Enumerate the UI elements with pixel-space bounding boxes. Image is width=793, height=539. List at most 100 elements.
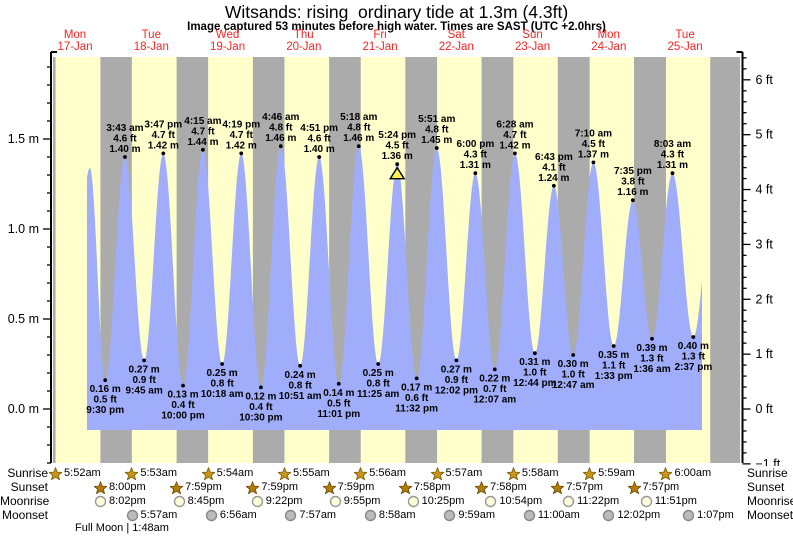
high-tide-label: 6:43 pm 4.1 ft 1.24 m xyxy=(535,152,573,184)
moonrise-moon-icon xyxy=(640,495,653,507)
moonrise-row-label-left: Moonrise xyxy=(0,494,50,508)
tide-event-dot xyxy=(473,171,478,176)
moonrise-time: 11:22pm xyxy=(577,495,620,507)
tide-event-dot xyxy=(103,378,108,383)
low-tide-label: 0.12 m 0.4 ft 10:30 pm xyxy=(239,391,282,423)
sunset-star-icon xyxy=(551,480,565,494)
high-tide-label: 6:28 am 4.7 ft 1.42 m xyxy=(496,119,533,151)
sunrise-entry: 5:53am xyxy=(125,466,177,480)
moonset-entry: 5:57am xyxy=(126,508,178,522)
sunrise-entry: 5:55am xyxy=(277,466,330,480)
sunset-entry: 7:57pm xyxy=(627,480,679,494)
sunrise-entry: 5:57am xyxy=(430,466,483,480)
low-tide-label: 0.17 m 0.6 ft 11:32 pm xyxy=(395,382,438,414)
high-tide-label: 3:47 pm 4.7 ft 1.42 m xyxy=(144,119,182,151)
sunrise-star-icon xyxy=(430,466,444,480)
high-tide-label: 5:51 am 4.8 ft 1.45 m xyxy=(418,114,455,146)
tide-event-dot xyxy=(571,353,576,357)
low-tide-label: 0.27 m 0.9 ft 9:45 am xyxy=(126,364,163,396)
sunset-entry: 7:59pm xyxy=(322,480,374,494)
high-tide-label: 6:00 pm 4.3 ft 1.31 m xyxy=(456,139,494,171)
sunset-entry: 7:58pm xyxy=(475,480,527,494)
right-axis-label: 0 ft xyxy=(756,402,774,416)
sunrise-time: 5:59am xyxy=(598,467,635,479)
moonrise-moon-icon xyxy=(485,495,497,507)
high-tide-label: 7:10 am 4.5 ft 1.37 m xyxy=(575,128,612,160)
tide-event-dot xyxy=(414,376,419,381)
moonrise-moon-icon xyxy=(407,495,419,507)
right-axis-label: 3 ft xyxy=(756,237,774,251)
tide-event-dot xyxy=(376,362,381,366)
tide-chart-canvas: Mon 17-Jan Tue 18-Jan Wed 19-Jan Thu 20-Jan Fri 2… xyxy=(8,29,781,466)
tide-events: 0.16 m 0.5 ft 9:30 pm 3:43 am 4.6 ft 1.40 m 0.… xyxy=(86,112,712,423)
moonset-time: 9:59am xyxy=(458,509,496,521)
moonset-moon-icon xyxy=(285,509,297,521)
moonrise-moon-icon xyxy=(329,495,341,507)
low-tide-label: 0.24 m 0.8 ft 10:51 am xyxy=(279,370,322,402)
moonrise-entry: 8:02pm xyxy=(94,494,146,508)
moonrise-time: 9:55pm xyxy=(343,495,381,507)
low-tide-label: 0.30 m 1.0 ft 12:47 am xyxy=(552,359,595,391)
moonset-time: 5:57am xyxy=(140,509,178,521)
moonset-entry: 11:00am xyxy=(523,508,580,522)
day-label: Sun 23-Jan xyxy=(515,29,550,53)
sunset-entry: 8:00pm xyxy=(93,480,146,494)
sunrise-time: 5:55am xyxy=(292,467,330,479)
tide-event-dot xyxy=(142,358,147,363)
day-label: Sat 22-Jan xyxy=(439,29,474,53)
low-tide-label: 0.16 m 0.5 ft 9:30 pm xyxy=(86,384,124,416)
sunset-star-icon xyxy=(475,480,489,494)
moonrise-moon-icon xyxy=(251,495,263,507)
tide-event-dot xyxy=(336,381,341,386)
sunrise-time: 6:00am xyxy=(674,467,712,479)
day-label: Tue 25-Jan xyxy=(667,29,702,53)
sunrise-time: 5:57am xyxy=(445,467,483,479)
low-tide-label: 0.13 m 0.4 ft 10:00 pm xyxy=(161,390,204,422)
tide-event-dot xyxy=(670,171,675,176)
low-tide-label: 0.40 m 1.3 ft 2:37 pm xyxy=(674,341,712,373)
moonrise-moon-icon xyxy=(94,495,107,507)
sunset-star-icon xyxy=(627,480,641,494)
day-label: Fri 21-Jan xyxy=(362,29,397,53)
low-tide-label: 0.25 m 0.8 ft 11:25 am xyxy=(357,368,399,400)
sunrise-star-icon xyxy=(506,466,520,480)
moonset-time: 12:02pm xyxy=(617,509,661,521)
sunrise-star-icon xyxy=(277,466,291,480)
day-label: Mon 24-Jan xyxy=(591,29,626,53)
axis-ticks xyxy=(43,57,751,465)
tide-event-dot xyxy=(532,351,537,356)
tide-event-dot xyxy=(513,151,517,156)
low-tide-label: 0.25 m 0.8 ft 10:18 am xyxy=(201,368,244,400)
moonrise-time: 8:45pm xyxy=(187,495,225,507)
sunrise-entry: 5:59am xyxy=(583,466,635,480)
sunrise-time: 5:58am xyxy=(521,467,559,479)
moonrise-entry: 9:55pm xyxy=(329,494,381,508)
moonset-entry: 9:59am xyxy=(443,508,495,522)
moonrise-time: 9:22pm xyxy=(265,495,303,507)
moonrise-entry: 11:22pm xyxy=(562,494,619,508)
sunset-star-icon xyxy=(170,480,184,494)
axis-labels: 1.5 m 1.0 m 0.5 m 0.0 m 6 ft 5 ft 4 ft 3 ft 2 ft… xyxy=(8,73,781,466)
tide-event-dot xyxy=(239,151,244,156)
moonset-time: 11:00am xyxy=(537,509,580,521)
moonrise-entry: 8:45pm xyxy=(173,494,225,508)
high-tide-label: 5:24 pm 4.5 ft 1.36 m xyxy=(378,130,416,162)
tide-curve xyxy=(87,146,702,431)
high-tide-label: 5:18 am 4.8 ft 1.46 m xyxy=(340,112,377,144)
sunset-entry: 7:59pm xyxy=(170,480,222,494)
right-axis-label: −1 ft xyxy=(756,457,781,466)
sunset-star-icon xyxy=(246,480,260,494)
moonrise-row-label-right: Moonrise xyxy=(747,494,793,508)
full-moon-label: Full Moon | 1:48am xyxy=(75,522,169,534)
page-title: Witsands: rising ordinary tide at 1.3m (… xyxy=(224,2,569,22)
sunrise-time: 5:53am xyxy=(140,467,178,479)
sunrise-star-icon xyxy=(125,466,139,480)
right-axis-label: 4 ft xyxy=(756,183,774,197)
tide-event-dot xyxy=(551,183,556,188)
moonset-moon-icon xyxy=(126,509,138,521)
sunset-star-icon xyxy=(93,480,107,494)
moonset-time: 6:56am xyxy=(219,509,257,521)
right-axis-label: 2 ft xyxy=(756,292,774,306)
moonset-entry: 1:07pm xyxy=(682,508,734,522)
